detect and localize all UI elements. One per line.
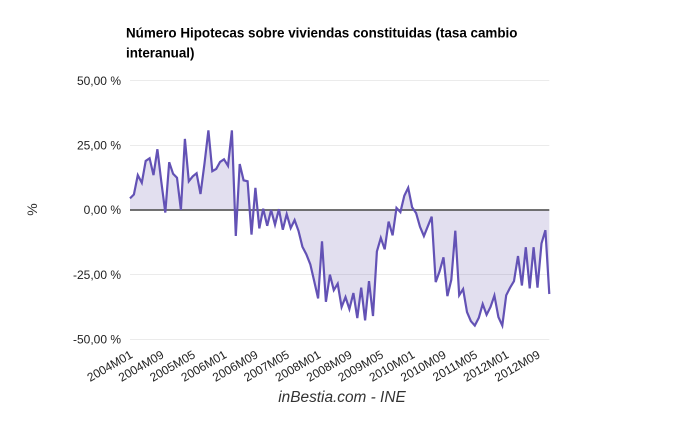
svg-text:Número Hipotecas sobre viviend: Número Hipotecas sobre viviendas constit… (126, 26, 517, 41)
svg-text:%: % (24, 203, 40, 215)
svg-text:-50,00 %: -50,00 % (73, 333, 121, 347)
svg-text:inBestia.com - INE: inBestia.com - INE (278, 389, 406, 406)
svg-text:0,00 %: 0,00 % (84, 203, 122, 217)
svg-text:50,00 %: 50,00 % (77, 74, 121, 88)
svg-text:25,00 %: 25,00 % (77, 139, 121, 153)
svg-text:interanual): interanual) (126, 45, 194, 60)
svg-text:-25,00 %: -25,00 % (73, 268, 121, 282)
